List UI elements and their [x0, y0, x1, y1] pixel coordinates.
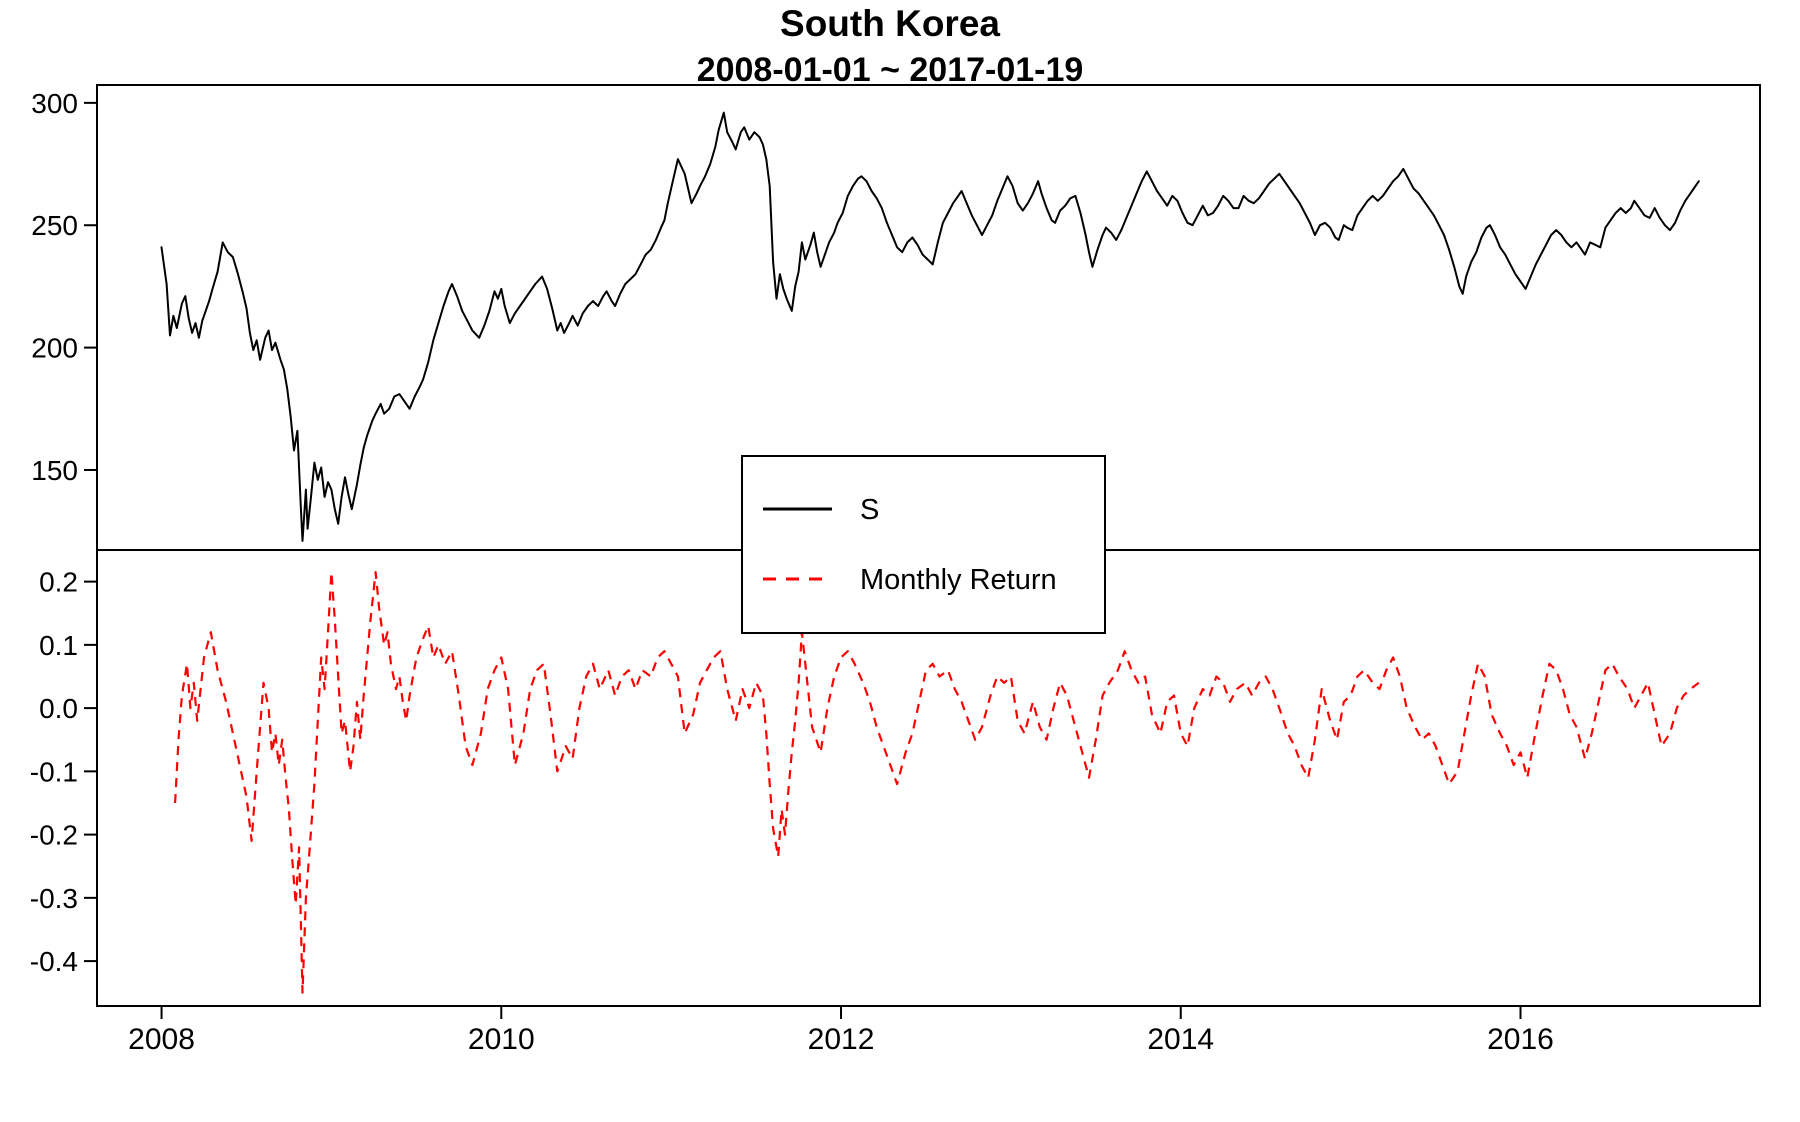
- y-tick-label: 0.0: [39, 693, 78, 724]
- x-tick-label: 2010: [468, 1023, 535, 1056]
- x-axis: 2008 2010 2012 2014 2016: [128, 1006, 1554, 1056]
- y-tick-label: 0.1: [39, 630, 78, 661]
- legend-label-monthly-return: Monthly Return: [860, 564, 1057, 596]
- y-tick-label: 200: [31, 333, 78, 364]
- y-tick-label: 0.2: [39, 567, 78, 598]
- y-tick-label: -0.4: [30, 946, 78, 977]
- return-y-axis: 0.2 0.1 0.0 -0.1 -0.2 -0.3 -0.4: [30, 567, 97, 977]
- legend: S Monthly Return: [741, 455, 1106, 634]
- x-tick-label: 2012: [808, 1023, 875, 1056]
- y-tick-label: 250: [31, 210, 78, 241]
- y-tick-label: -0.3: [30, 883, 78, 914]
- chart-subtitle: 2008-01-01 ~ 2017-01-19: [697, 51, 1084, 89]
- x-tick-label: 2014: [1147, 1023, 1214, 1056]
- price-series-line: [160, 111, 1700, 542]
- x-tick-label: 2008: [128, 1023, 195, 1056]
- y-tick-label: -0.1: [30, 756, 78, 787]
- chart-title: South Korea: [780, 3, 1000, 44]
- return-series-line: [174, 570, 1700, 994]
- y-tick-label: 150: [31, 455, 78, 486]
- y-tick-label: -0.2: [30, 820, 78, 851]
- y-tick-label: 300: [31, 88, 78, 119]
- x-tick-label: 2016: [1487, 1023, 1554, 1056]
- legend-box: [741, 455, 1106, 634]
- legend-label-s: S: [860, 494, 879, 526]
- price-y-axis: 300 250 200 150: [31, 88, 97, 486]
